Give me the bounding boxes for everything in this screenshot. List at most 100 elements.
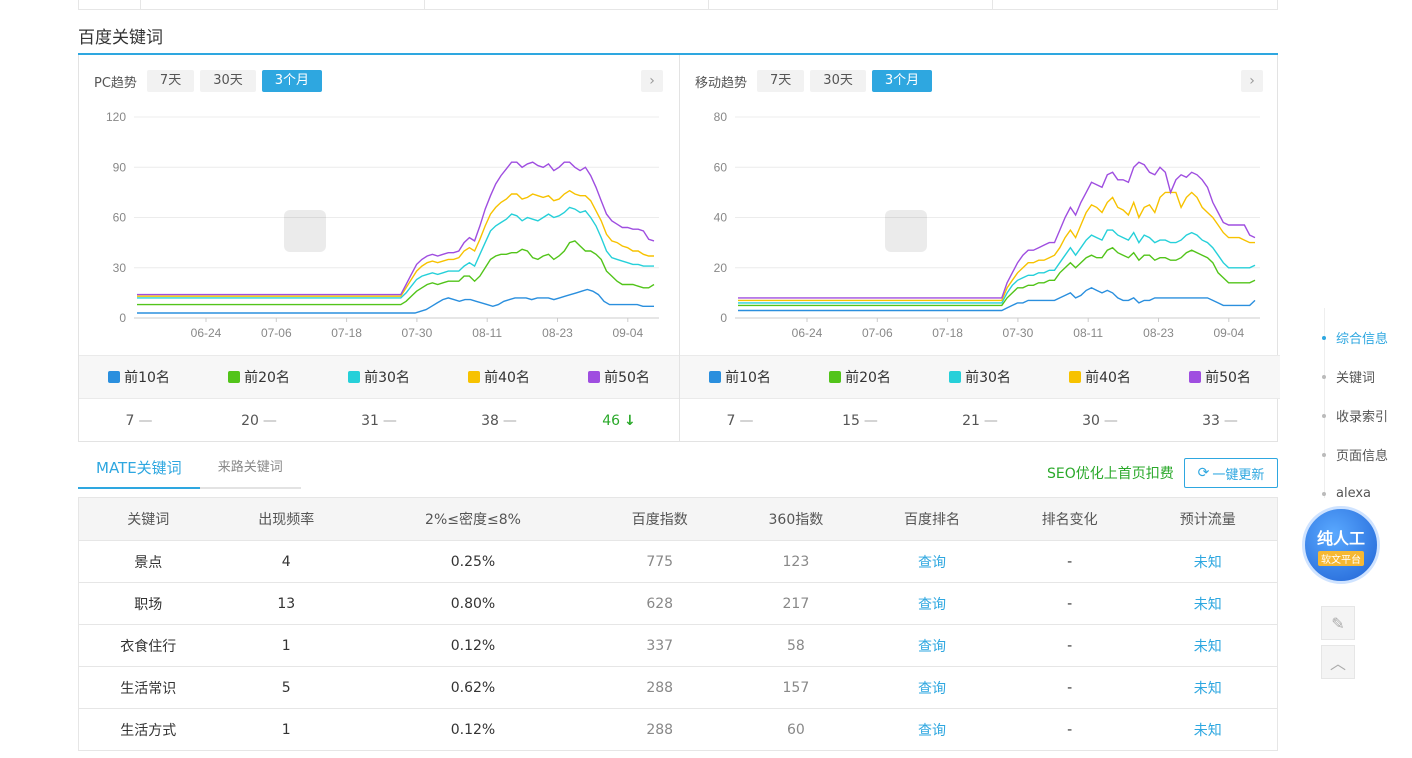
trend-box: PC趋势 7天 30天 3个月 › 0 30 60 90 120 06-24 07-06 07… (78, 55, 1280, 442)
side-nav-label: 页面信息 (1336, 449, 1389, 464)
table-cell: 5 (217, 666, 356, 709)
mobile-legend-item[interactable]: 前10名 (680, 356, 800, 398)
pc-legend-item[interactable]: 前30名 (319, 356, 439, 398)
pc-value: 20 (241, 412, 259, 429)
chevron-up-icon[interactable]: ︿ (1321, 645, 1355, 679)
tab-source-keywords[interactable]: 来路关键词 (199, 455, 301, 489)
side-nav-item[interactable]: 收录索引 (1322, 396, 1388, 435)
table-row: 生活常识 5 0.62% 288 157 查询 - 未知 (78, 666, 1278, 709)
mobile-series-line-1 (738, 287, 1256, 312)
table-cell: 288 (590, 666, 729, 709)
mobile-range-7d[interactable]: 7天 (757, 70, 805, 92)
table-cell[interactable]: 查询 (863, 624, 1001, 667)
mobile-trend-chart: 0 20 40 60 80 06-24 07-06 07-18 07-30 08-11 08-23 0… (714, 110, 1260, 340)
dash-icon: — (1103, 412, 1118, 429)
pc-value: 31 (361, 412, 379, 429)
table-cell: 58 (728, 624, 864, 667)
mobile-legend-item[interactable]: 前30名 (920, 356, 1040, 398)
keyword-table: 关键词 出现频率 2%≤密度≤8% 百度指数 360指数 百度排名 排名变化 预… (78, 497, 1278, 751)
dot-icon (1322, 491, 1326, 496)
col-keyword: 关键词 (78, 497, 218, 541)
pencil-icon[interactable]: ✎ (1321, 606, 1355, 640)
table-cell: 0.12% (355, 708, 591, 751)
table-cell: 775 (590, 540, 729, 583)
mobile-range-30d[interactable]: 30天 (810, 70, 866, 92)
dash-icon: — (1223, 412, 1238, 429)
mobile-next-icon[interactable]: › (1241, 70, 1263, 92)
table-cell[interactable]: 未知 (1138, 582, 1278, 625)
mobile-x-tick-label: 08-23 (1143, 326, 1174, 340)
refresh-button[interactable]: ⟳ 一键更新 (1184, 458, 1278, 488)
table-cell[interactable]: 未知 (1138, 708, 1278, 751)
mobile-range-3m[interactable]: 3个月 (871, 70, 933, 92)
pc-series-line-1 (137, 288, 654, 314)
side-nav-item[interactable]: 综合信息 (1322, 318, 1388, 357)
refresh-icon: ⟳ (1197, 465, 1210, 481)
pc-x-tick-label: 08-11 (472, 326, 502, 340)
mobile-series-line-2 (738, 246, 1256, 307)
pc-x-tick-label: 08-23 (542, 326, 573, 340)
side-nav-item[interactable]: 关键词 (1322, 357, 1388, 396)
dash-icon: — (382, 412, 397, 429)
pc-next-icon[interactable]: › (641, 70, 663, 92)
pc-trend-panel: PC趋势 7天 30天 3个月 › 0 30 60 90 120 06-24 07-06 07… (79, 55, 679, 442)
table-cell[interactable]: 查询 (863, 708, 1001, 751)
pc-watermark (284, 210, 326, 252)
tab-mate-keywords[interactable]: MATE关键词 (78, 455, 200, 489)
table-cell[interactable]: 查询 (863, 666, 1001, 709)
table-cell: - (1000, 708, 1139, 751)
col-baidu-rank: 百度排名 (863, 497, 1001, 541)
mobile-legend-swatch (709, 371, 722, 383)
mobile-legend-label: 前40名 (1085, 370, 1131, 386)
table-cell: 123 (728, 540, 864, 583)
pc-trend-title: PC趋势 (94, 75, 137, 91)
table-cell[interactable]: 查询 (863, 540, 1001, 583)
pc-legend-swatch (468, 371, 481, 383)
pc-legend-item[interactable]: 前20名 (199, 356, 319, 398)
table-cell[interactable]: 查询 (863, 582, 1001, 625)
dash-icon: — (262, 412, 277, 429)
pc-legend-label: 前10名 (124, 370, 170, 386)
mobile-legend-item[interactable]: 前50名 (1160, 356, 1280, 398)
pc-legend-swatch (108, 371, 121, 383)
table-cell[interactable]: 未知 (1138, 666, 1278, 709)
col-baidu-index: 百度指数 (590, 497, 729, 541)
keyword-tabs: MATE关键词 来路关键词 (78, 455, 301, 489)
table-cell: 衣食住行 (78, 624, 218, 667)
pc-legend-label: 前40名 (484, 370, 530, 386)
table-cell: 0.62% (355, 666, 591, 709)
table-cell: - (1000, 582, 1139, 625)
pc-legend: 前10名 前20名 前30名 前40名 前50名 (79, 355, 679, 399)
mobile-values: 7—15—21—30—33— (680, 399, 1280, 442)
pc-x-tick-label: 06-24 (191, 326, 222, 340)
seo-link[interactable]: SEO优化上首页扣费 (1047, 466, 1174, 482)
table-cell[interactable]: 未知 (1138, 624, 1278, 667)
table-cell[interactable]: 未知 (1138, 540, 1278, 583)
promo-badge[interactable]: 纯人工 软文平台 (1302, 506, 1380, 584)
col-rank-change: 排名变化 (1000, 497, 1139, 541)
mobile-value-item: 30— (1040, 399, 1160, 442)
table-row: 衣食住行 1 0.12% 337 58 查询 - 未知 (78, 624, 1278, 667)
pc-x-tick-label: 07-06 (261, 326, 292, 340)
mobile-trend-panel: 移动趋势 7天 30天 3个月 › 0 20 40 60 80 06-24 07-06 07-… (679, 55, 1280, 442)
pc-legend-item[interactable]: 前10名 (79, 356, 199, 398)
pc-range-3m[interactable]: 3个月 (261, 70, 323, 92)
mobile-legend-item[interactable]: 前40名 (1040, 356, 1160, 398)
mobile-value: 30 (1082, 412, 1100, 429)
table-cell: 157 (728, 666, 864, 709)
pc-range-7d[interactable]: 7天 (146, 70, 195, 92)
pc-legend-label: 前50名 (604, 370, 650, 386)
pc-legend-item[interactable]: 前40名 (439, 356, 559, 398)
mobile-value: 21 (962, 412, 980, 429)
mobile-value: 15 (842, 412, 860, 429)
mobile-legend-item[interactable]: 前20名 (800, 356, 920, 398)
side-nav-item[interactable]: alexa (1322, 474, 1388, 513)
pc-value-item: 46 ↓ (559, 399, 679, 442)
pc-legend-item[interactable]: 前50名 (559, 356, 679, 398)
side-nav-item[interactable]: 页面信息 (1322, 435, 1388, 474)
pc-range-30d[interactable]: 30天 (200, 70, 256, 92)
mobile-series-line-5 (738, 161, 1256, 299)
pc-series-line-3 (137, 206, 654, 299)
mobile-value-item: 15— (800, 399, 920, 442)
col-360-index: 360指数 (728, 497, 864, 541)
